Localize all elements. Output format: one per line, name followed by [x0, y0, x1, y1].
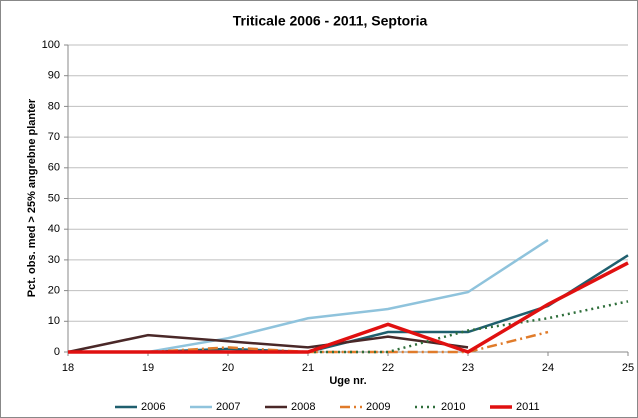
x-tick-label: 23: [462, 362, 474, 374]
x-tick-label: 18: [62, 362, 74, 374]
y-tick-label: 60: [48, 162, 60, 174]
y-tick-label: 10: [48, 315, 60, 327]
x-tick-label: 22: [382, 362, 394, 374]
x-tick-label: 21: [302, 362, 314, 374]
series-line: [68, 261, 629, 354]
legend-label: 2008: [291, 401, 315, 413]
y-tick-label: 30: [48, 254, 60, 266]
y-tick-label: 80: [48, 100, 60, 112]
y-tick-label: 40: [48, 223, 60, 235]
y-axis-label: Pct. obs. med > 25% angrebne planter: [26, 98, 38, 297]
y-tick-label: 0: [54, 346, 60, 358]
legend-label: 2011: [516, 401, 540, 413]
x-tick-label: 25: [622, 362, 634, 374]
x-tick-label: 19: [142, 362, 154, 374]
y-tick-label: 70: [48, 131, 60, 143]
x-axis-label: Uge nr.: [329, 375, 366, 387]
y-tick-label: 90: [48, 70, 60, 82]
x-tick-label: 20: [222, 362, 234, 374]
legend-label: 2010: [441, 401, 465, 413]
y-tick-label: 50: [48, 192, 60, 204]
x-tick-label: 24: [542, 362, 554, 374]
y-tick-label: 100: [42, 39, 60, 51]
chart-title: Triticale 2006 - 2011, Septoria: [233, 13, 428, 29]
series-line: [67, 333, 469, 354]
y-tick-label: 20: [48, 285, 60, 297]
legend-label: 2009: [366, 401, 390, 413]
legend-label: 2006: [141, 401, 165, 413]
legend-label: 2007: [216, 401, 240, 413]
